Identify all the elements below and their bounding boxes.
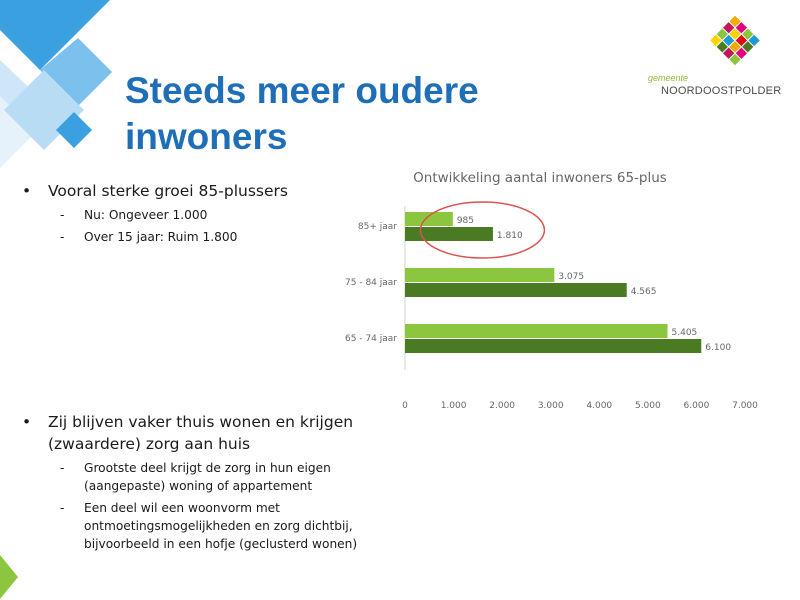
bullet-item: Vooral sterke groei 85-plussers bbox=[22, 180, 352, 202]
data-label: 4.565 bbox=[631, 287, 657, 297]
x-tick-label: 0 bbox=[402, 401, 408, 411]
sub-item: Over 15 jaar: Ruim 1.800 bbox=[22, 228, 352, 246]
x-tick-label: 4.000 bbox=[586, 401, 612, 411]
category-label: 85+ jaar bbox=[358, 222, 397, 232]
data-label: 1.810 bbox=[497, 231, 523, 241]
data-label: 3.075 bbox=[558, 272, 584, 282]
data-label: 985 bbox=[457, 216, 474, 226]
category-label: 65 - 74 jaar bbox=[345, 334, 397, 344]
x-tick-label: 3.000 bbox=[538, 401, 564, 411]
bar-2024 bbox=[405, 212, 453, 226]
chart-title: Ontwikkeling aantal inwoners 65-plus bbox=[413, 170, 667, 186]
highlight-circle bbox=[419, 201, 546, 259]
sub-item: Grootste deel krijgt de zorg in hun eige… bbox=[22, 459, 382, 495]
bar-2024 bbox=[405, 324, 668, 338]
municipality-logo: gemeente NOORDOOSTPOLDER bbox=[648, 16, 782, 102]
data-label: 6.100 bbox=[705, 343, 731, 353]
bar-2040 bbox=[405, 227, 493, 241]
bar-2040 bbox=[405, 339, 702, 353]
data-label: 5.405 bbox=[672, 328, 698, 338]
logo-name: NOORDOOSTPOLDER bbox=[661, 85, 782, 97]
category-label: 75 - 84 jaar bbox=[345, 278, 397, 288]
sub-item: Een deel wil een woonvorm met ontmoeting… bbox=[22, 499, 382, 553]
bullet-item: Zij blijven vaker thuis wonen en krijgen… bbox=[22, 411, 382, 455]
sub-item: Nu: Ongeveer 1.000 bbox=[22, 206, 352, 224]
x-tick-label: 6.000 bbox=[684, 401, 710, 411]
bar-2024 bbox=[405, 268, 555, 282]
x-tick-label: 5.000 bbox=[635, 401, 661, 411]
decorative-diamonds bbox=[0, 0, 112, 168]
x-tick-label: 2.000 bbox=[489, 401, 515, 411]
bullet-block-growth: Vooral sterke groei 85-plussers Nu: Onge… bbox=[22, 180, 352, 246]
x-tick-label: 7.000 bbox=[732, 401, 758, 411]
population-bar-chart: Ontwikkeling aantal inwoners 65-plus 85+… bbox=[345, 170, 758, 411]
x-tick-label: 1.000 bbox=[441, 401, 467, 411]
logo-subtitle: gemeente bbox=[648, 73, 689, 83]
bar-2040 bbox=[405, 283, 627, 297]
slide-title: Steeds meer oudere inwoners bbox=[125, 70, 479, 157]
bullet-block-care: Zij blijven vaker thuis wonen en krijgen… bbox=[22, 411, 382, 553]
decorative-corner bbox=[0, 555, 18, 599]
logo-mosaic-icon bbox=[710, 16, 760, 66]
